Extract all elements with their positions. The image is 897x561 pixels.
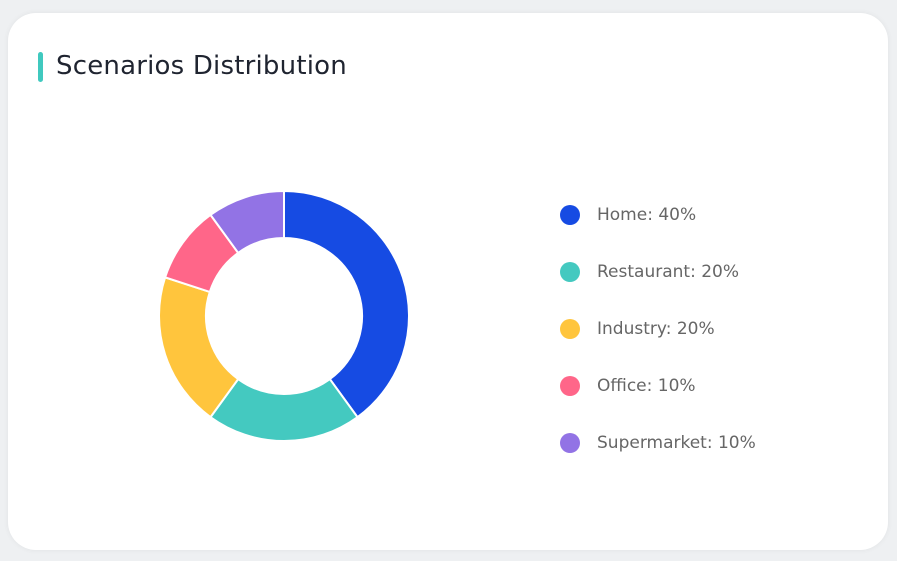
slice-industry[interactable] — [158, 276, 240, 419]
chart-card: Scenarios Distribution — [8, 13, 888, 550]
slice-supermarket[interactable] — [209, 189, 285, 255]
legend-label: Office: 10% — [597, 375, 696, 396]
legend-dot-icon — [560, 261, 580, 282]
legend-item-restaurant[interactable]: Restaurant: 20% — [560, 243, 756, 300]
legend-label: Supermarket: 10% — [597, 432, 756, 453]
legend-item-supermarket[interactable]: Supermarket: 10% — [560, 414, 756, 471]
legend-label: Restaurant: 20% — [597, 261, 739, 282]
legend-dot-icon — [560, 432, 580, 453]
slice-home[interactable] — [283, 189, 410, 419]
legend-label: Industry: 20% — [597, 318, 715, 339]
legend-dot-icon — [560, 375, 580, 396]
title-accent-bar — [38, 52, 43, 82]
legend-item-home[interactable]: Home: 40% — [560, 186, 756, 243]
legend-dot-icon — [560, 204, 580, 225]
legend-dot-icon — [560, 318, 580, 339]
legend: Home: 40% Restaurant: 20% Industry: 20% Off… — [560, 186, 756, 471]
legend-label: Home: 40% — [597, 204, 697, 225]
card-title: Scenarios Distribution — [56, 51, 347, 81]
legend-item-industry[interactable]: Industry: 20% — [560, 300, 756, 357]
legend-item-office[interactable]: Office: 10% — [560, 357, 756, 414]
